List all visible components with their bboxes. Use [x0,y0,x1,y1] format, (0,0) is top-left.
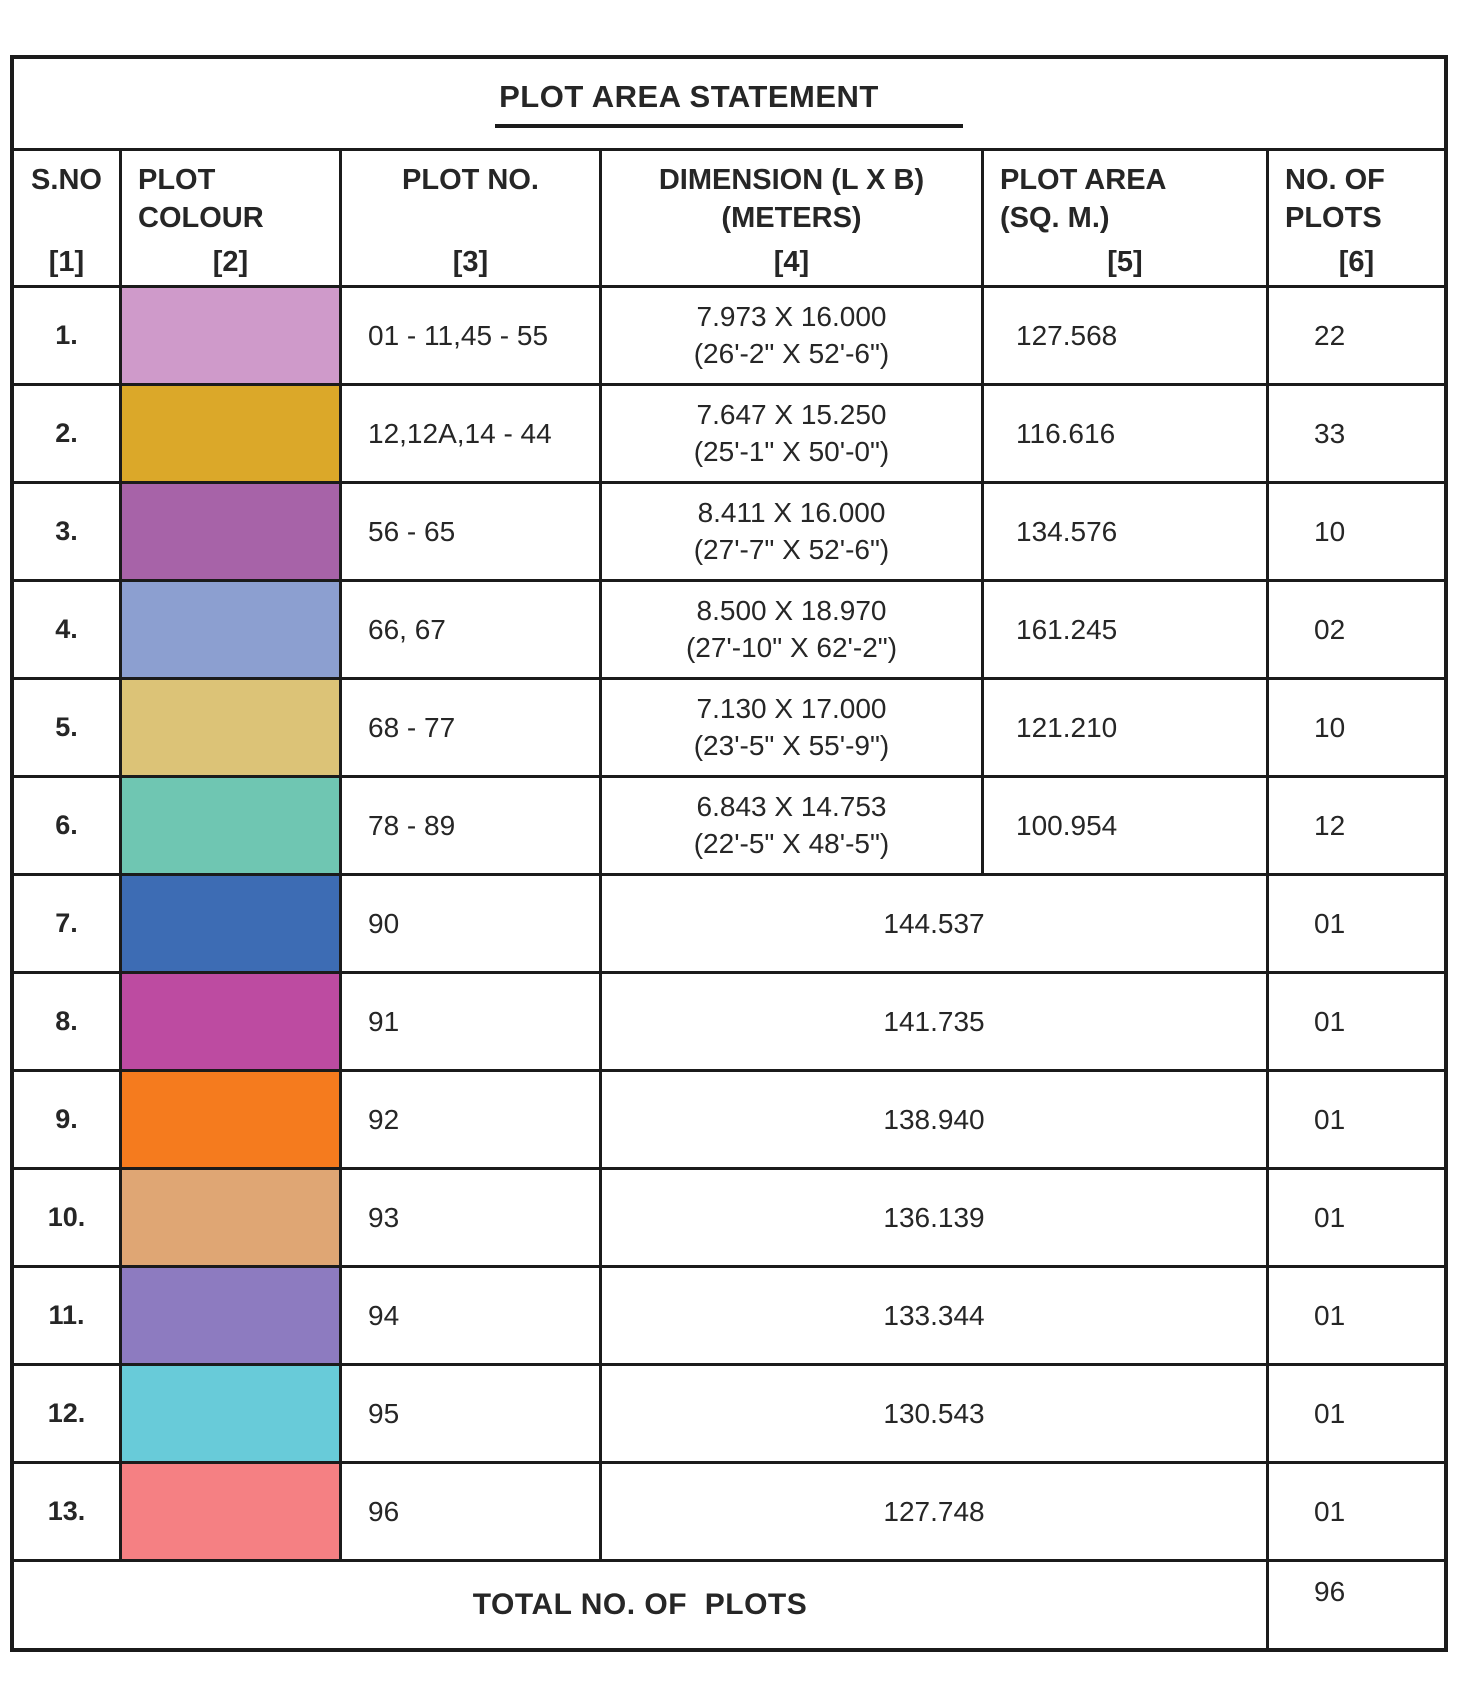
plot-count-cell: 01 [1314,1103,1346,1135]
plot-area-cell: 136.139 [602,1170,1269,1265]
total-label: TOTAL NO. OF PLOTS [14,1562,1269,1648]
header-plot-no: PLOT NO. [3] [342,151,602,285]
table-row: 10. 93 136.139 01 [14,1170,1444,1268]
sno-cell: 5. [14,680,122,775]
table-row: 1. 01 - 11,45 - 55 7.973 X 16.000 (26'-2"… [14,288,1444,386]
plot-area-table: PLOT AREA STATEMENT S.NO [1] PLOT COLOUR … [10,55,1448,1652]
dimension-cell: 6.843 X 14.753 (22'-5" X 48'-5") [602,778,984,873]
plot-colour-swatch [122,680,342,775]
dimension-cell: 7.647 X 15.250 (25'-1" X 50'-0") [602,386,984,481]
plot-colour-swatch [122,974,342,1069]
plot-area-cell: 130.543 [602,1366,1269,1461]
plot-no-cell: 92 [342,1072,602,1167]
plot-no-cell: 66, 67 [342,582,602,677]
plot-no-cell: 78 - 89 [342,778,602,873]
plot-no-cell: 56 - 65 [342,484,602,579]
table-row: 13. 96 127.748 01 [14,1464,1444,1562]
dimension-cell: 7.973 X 16.000 (26'-2" X 52'-6") [602,288,984,383]
plot-count-cell: 12 [1314,809,1346,841]
sno-cell: 1. [14,288,122,383]
plot-area-cell: 144.537 [602,876,1269,971]
plot-no-cell: 93 [342,1170,602,1265]
plot-no-cell: 90 [342,876,602,971]
plot-no-cell: 94 [342,1268,602,1363]
table-row: 4. 66, 67 8.500 X 18.970 (27'-10" X 62'-2… [14,582,1444,680]
plot-area-cell: 121.210 [984,680,1269,775]
plot-count-cell: 10 [1314,711,1346,743]
page-title: PLOT AREA STATEMENT [495,79,963,128]
plot-area-cell: 138.940 [602,1072,1269,1167]
plot-count-cell: 01 [1314,1201,1346,1233]
plot-count-cell: 33 [1314,417,1346,449]
plot-area-cell: 133.344 [602,1268,1269,1363]
plot-no-cell: 96 [342,1464,602,1559]
plot-area-cell: 127.748 [602,1464,1269,1559]
sno-cell: 13. [14,1464,122,1559]
table-row: 5. 68 - 77 7.130 X 17.000 (23'-5" X 55'-9… [14,680,1444,778]
table-row: 8. 91 141.735 01 [14,974,1444,1072]
sno-cell: 8. [14,974,122,1069]
plot-colour-swatch [122,1464,342,1559]
table-row: 2. 12,12A,14 - 44 7.647 X 15.250 (25'-1" … [14,386,1444,484]
plot-colour-swatch [122,1268,342,1363]
sno-cell: 2. [14,386,122,481]
plot-colour-swatch [122,288,342,383]
sno-cell: 9. [14,1072,122,1167]
total-plots-value: 96 [1314,1576,1346,1607]
plot-colour-swatch [122,778,342,873]
header-plot-area: PLOT AREA (SQ. M.) [5] [984,151,1269,285]
plot-area-cell: 116.616 [984,386,1269,481]
plot-no-cell: 95 [342,1366,602,1461]
plot-no-cell: 01 - 11,45 - 55 [342,288,602,383]
sno-cell: 4. [14,582,122,677]
plot-colour-swatch [122,582,342,677]
sno-cell: 3. [14,484,122,579]
table-title-row: PLOT AREA STATEMENT [14,59,1444,151]
plot-area-cell: 134.576 [984,484,1269,579]
dimension-cell: 8.411 X 16.000 (27'-7" X 52'-6") [602,484,984,579]
plot-no-cell: 68 - 77 [342,680,602,775]
plot-colour-swatch [122,1366,342,1461]
total-row: TOTAL NO. OF PLOTS 96 [14,1562,1444,1648]
plot-no-cell: 91 [342,974,602,1069]
table-row: 7. 90 144.537 01 [14,876,1444,974]
plot-count-cell: 22 [1314,319,1346,351]
table-row: 6. 78 - 89 6.843 X 14.753 (22'-5" X 48'-5… [14,778,1444,876]
sno-cell: 11. [14,1268,122,1363]
table-header-row: S.NO [1] PLOT COLOUR [2] PLOT NO. [3] DIM… [14,151,1444,288]
table-row: 3. 56 - 65 8.411 X 16.000 (27'-7" X 52'-6… [14,484,1444,582]
header-sno: S.NO [1] [14,151,122,285]
plot-count-cell: 01 [1314,1495,1346,1527]
sno-cell: 7. [14,876,122,971]
sno-cell: 6. [14,778,122,873]
plot-colour-swatch [122,1072,342,1167]
table-row: 9. 92 138.940 01 [14,1072,1444,1170]
plot-area-cell: 100.954 [984,778,1269,873]
plot-count-cell: 10 [1314,515,1346,547]
dimension-cell: 8.500 X 18.970 (27'-10" X 62'-2") [602,582,984,677]
table-row: 11. 94 133.344 01 [14,1268,1444,1366]
header-plot-colour: PLOT COLOUR [2] [122,151,342,285]
plot-colour-swatch [122,1170,342,1265]
table-row: 12. 95 130.543 01 [14,1366,1444,1464]
plot-colour-swatch [122,876,342,971]
plot-area-cell: 161.245 [984,582,1269,677]
plot-count-cell: 01 [1314,907,1346,939]
sno-cell: 10. [14,1170,122,1265]
plot-colour-swatch [122,386,342,481]
plot-no-cell: 12,12A,14 - 44 [342,386,602,481]
plot-count-cell: 01 [1314,1299,1346,1331]
header-dimension: DIMENSION (L X B) (METERS) [4] [602,151,984,285]
header-no-of-plots: NO. OF PLOTS [6] [1285,164,1385,278]
plot-area-cell: 127.568 [984,288,1269,383]
dimension-cell: 7.130 X 17.000 (23'-5" X 55'-9") [602,680,984,775]
plot-colour-swatch [122,484,342,579]
plot-count-cell: 01 [1314,1005,1346,1037]
plot-area-cell: 141.735 [602,974,1269,1069]
plot-count-cell: 02 [1314,613,1346,645]
sno-cell: 12. [14,1366,122,1461]
plot-count-cell: 01 [1314,1397,1346,1429]
